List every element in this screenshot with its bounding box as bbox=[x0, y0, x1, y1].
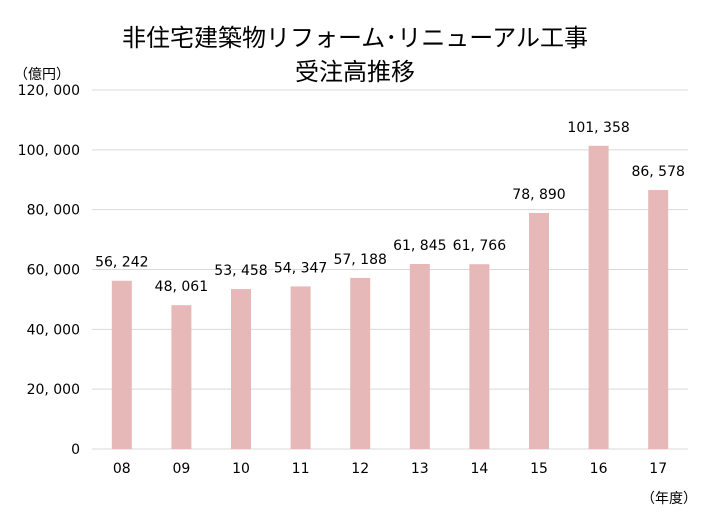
bar-15 bbox=[529, 212, 549, 449]
y-tick-label: 40, 000 bbox=[27, 322, 80, 338]
y-axis-tick-labels: 0 20, 000 40, 000 60, 000 80, 000 100, 000 120… bbox=[18, 83, 80, 458]
data-label: 61, 766 bbox=[453, 238, 507, 254]
data-label: 61, 845 bbox=[393, 238, 446, 254]
y-tick-label: 120, 000 bbox=[18, 83, 80, 99]
bar-16 bbox=[588, 145, 609, 450]
bars bbox=[111, 145, 669, 450]
x-axis-unit-label: （年度） bbox=[641, 491, 697, 507]
bar-11 bbox=[290, 286, 311, 449]
data-label: 57, 188 bbox=[333, 252, 386, 268]
data-label: 56, 242 bbox=[95, 255, 148, 271]
y-tick-label: 0 bbox=[71, 442, 80, 458]
data-label: 48, 061 bbox=[155, 279, 208, 295]
y-tick-label: 20, 000 bbox=[27, 382, 80, 398]
bar-14 bbox=[469, 264, 490, 449]
x-tick-label: 10 bbox=[232, 461, 250, 477]
x-tick-label: 11 bbox=[292, 461, 310, 477]
x-axis-tick-labels: 08 09 10 11 12 13 14 15 16 17 bbox=[113, 461, 667, 477]
y-tick-label: 80, 000 bbox=[27, 203, 80, 219]
chart-title-line-1: 非住宅建築物リフォーム･リニューアル工事 bbox=[122, 24, 588, 52]
x-tick-label: 12 bbox=[351, 461, 369, 477]
x-tick-label: 15 bbox=[530, 461, 548, 477]
bar-08 bbox=[111, 280, 132, 449]
x-tick-label: 17 bbox=[649, 461, 667, 477]
data-labels: 56, 242 48, 061 53, 458 54, 347 57, 188 61, 8… bbox=[95, 120, 685, 295]
bar-09 bbox=[171, 305, 192, 449]
x-tick-label: 08 bbox=[113, 461, 131, 477]
bar-10 bbox=[231, 289, 251, 449]
x-tick-label: 09 bbox=[172, 461, 190, 477]
data-label: 101, 358 bbox=[567, 120, 629, 136]
bar-12 bbox=[350, 277, 371, 449]
bar-13 bbox=[409, 263, 430, 449]
data-label: 53, 458 bbox=[214, 263, 267, 279]
x-tick-label: 13 bbox=[411, 461, 429, 477]
y-tick-label: 100, 000 bbox=[18, 143, 80, 159]
data-label: 54, 347 bbox=[274, 260, 327, 276]
y-axis-unit-label: （億円） bbox=[14, 67, 70, 83]
bar-17 bbox=[648, 189, 669, 449]
y-tick-label: 60, 000 bbox=[27, 263, 80, 279]
x-tick-label: 16 bbox=[590, 461, 608, 477]
x-tick-label: 14 bbox=[470, 461, 488, 477]
chart-title-line-2: 受注高推移 bbox=[295, 58, 415, 86]
data-label: 78, 890 bbox=[512, 187, 565, 203]
data-label: 86, 578 bbox=[631, 164, 684, 180]
